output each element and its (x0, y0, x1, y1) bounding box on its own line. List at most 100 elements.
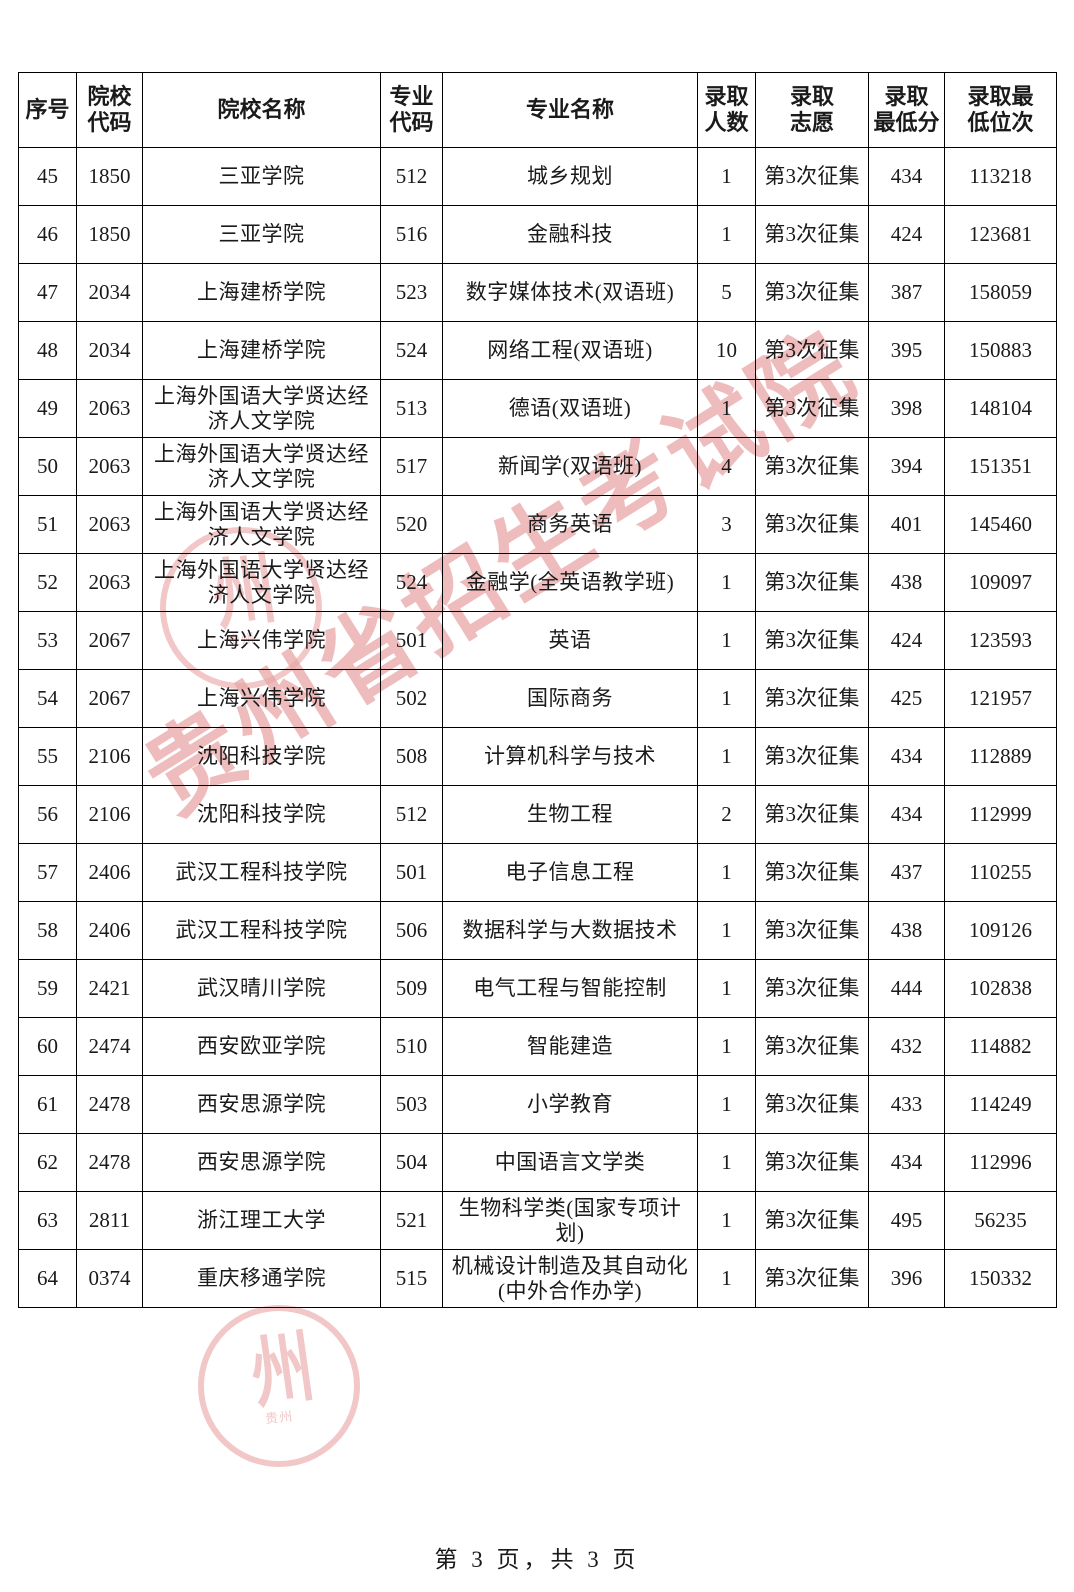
cell-major-code: 524 (380, 553, 443, 612)
cell-min-rank: 145460 (944, 495, 1057, 554)
cell-sequence: 58 (18, 901, 77, 960)
cell-min-rank: 114249 (944, 1075, 1057, 1134)
cell-min-score: 434 (868, 147, 945, 206)
cell-school-code: 2034 (76, 321, 143, 380)
table-row: 48 2034 上海建桥学院 524 网络工程(双语班) 10 第3次征集 395 150883 (18, 321, 1057, 380)
cell-school-code: 2063 (76, 553, 143, 612)
cell-school-name: 浙江理工大学 (142, 1191, 381, 1250)
cell-school-code: 2478 (76, 1133, 143, 1192)
cell-sequence: 46 (18, 205, 77, 264)
cell-min-score: 425 (868, 669, 945, 728)
cell-min-score: 401 (868, 495, 945, 554)
cell-school-name: 上海兴伟学院 (142, 669, 381, 728)
cell-admit-wish: 第3次征集 (755, 147, 869, 206)
cell-min-rank: 113218 (944, 147, 1057, 206)
column-header-major-code-line2: 代码 (389, 110, 434, 135)
column-header-sequence-line1: 序号 (25, 97, 70, 123)
cell-school-code: 2406 (76, 901, 143, 960)
cell-min-score: 434 (868, 727, 945, 786)
table-row: 57 2406 武汉工程科技学院 501 电子信息工程 1 第3次征集 437 110255 (18, 843, 1057, 902)
column-header-min-score-line2: 最低分 (873, 110, 940, 135)
cell-admit-wish: 第3次征集 (755, 379, 869, 438)
cell-school-code: 2067 (76, 669, 143, 728)
column-header-admit-count-line1: 录取 (704, 84, 749, 110)
cell-major-code: 504 (380, 1133, 443, 1192)
cell-sequence: 61 (18, 1075, 77, 1134)
column-header-school-name: 院校名称 (142, 72, 381, 148)
seal-glyph-bottom: 州 (246, 1326, 312, 1419)
cell-admit-count: 1 (697, 1191, 756, 1250)
page-footer: 第 3 页，共 3 页 (434, 1547, 640, 1572)
table-row: 55 2106 沈阳科技学院 508 计算机科学与技术 1 第3次征集 434 112889 (18, 727, 1057, 786)
cell-admit-wish: 第3次征集 (755, 669, 869, 728)
cell-admit-wish: 第3次征集 (755, 437, 869, 496)
cell-min-rank: 112996 (944, 1133, 1057, 1192)
cell-school-name: 沈阳科技学院 (142, 785, 381, 844)
table-row: 45 1850 三亚学院 512 城乡规划 1 第3次征集 434 113218 (18, 147, 1057, 206)
column-header-admit-count: 录取 人数 (697, 72, 756, 148)
cell-min-rank: 56235 (944, 1191, 1057, 1250)
cell-sequence: 47 (18, 263, 77, 322)
table-row: 46 1850 三亚学院 516 金融科技 1 第3次征集 424 123681 (18, 205, 1057, 264)
cell-min-rank: 150332 (944, 1249, 1057, 1308)
cell-sequence: 52 (18, 553, 77, 612)
cell-major-name: 数字媒体技术(双语班) (442, 263, 698, 322)
cell-admit-wish: 第3次征集 (755, 1133, 869, 1192)
table-row: 64 0374 重庆移通学院 515 机械设计制造及其自动化(中外合作办学) 1 第3次征集… (18, 1249, 1057, 1308)
cell-school-code: 2106 (76, 727, 143, 786)
cell-school-code: 2063 (76, 437, 143, 496)
cell-admit-wish: 第3次征集 (755, 785, 869, 844)
cell-sequence: 53 (18, 611, 77, 670)
cell-major-code: 517 (380, 437, 443, 496)
cell-min-score: 433 (868, 1075, 945, 1134)
cell-major-code: 506 (380, 901, 443, 960)
cell-school-name: 上海外国语大学贤达经济人文学院 (142, 437, 381, 496)
cell-major-code: 521 (380, 1191, 443, 1250)
cell-min-score: 434 (868, 785, 945, 844)
cell-major-name: 网络工程(双语班) (442, 321, 698, 380)
cell-school-name: 上海建桥学院 (142, 321, 381, 380)
cell-min-score: 398 (868, 379, 945, 438)
column-header-min-score: 录取 最低分 (868, 72, 945, 148)
cell-major-code: 510 (380, 1017, 443, 1076)
cell-admit-count: 4 (697, 437, 756, 496)
column-header-school-code-line2: 代码 (87, 110, 132, 135)
cell-sequence: 51 (18, 495, 77, 554)
cell-min-rank: 102838 (944, 959, 1057, 1018)
cell-school-code: 1850 (76, 205, 143, 264)
cell-admit-count: 2 (697, 785, 756, 844)
cell-sequence: 64 (18, 1249, 77, 1308)
cell-school-code: 2106 (76, 785, 143, 844)
column-header-school-code: 院校 代码 (76, 72, 143, 148)
cell-school-name: 武汉工程科技学院 (142, 843, 381, 902)
cell-school-name: 武汉工程科技学院 (142, 901, 381, 960)
cell-major-name: 数据科学与大数据技术 (442, 901, 698, 960)
cell-major-name: 小学教育 (442, 1075, 698, 1134)
cell-sequence: 60 (18, 1017, 77, 1076)
cell-admit-count: 1 (697, 901, 756, 960)
seal-watermark-bottom: 州 贵州 (198, 1305, 360, 1467)
cell-min-rank: 110255 (944, 843, 1057, 902)
cell-school-code: 2063 (76, 495, 143, 554)
column-header-sequence: 序号 (18, 72, 77, 148)
cell-major-code: 509 (380, 959, 443, 1018)
seal-sub-bottom: 贵州 (264, 1408, 294, 1427)
cell-min-rank: 112999 (944, 785, 1057, 844)
cell-min-rank: 109126 (944, 901, 1057, 960)
cell-major-name: 德语(双语班) (442, 379, 698, 438)
cell-admit-wish: 第3次征集 (755, 553, 869, 612)
cell-major-name: 英语 (442, 611, 698, 670)
cell-sequence: 50 (18, 437, 77, 496)
cell-min-rank: 123593 (944, 611, 1057, 670)
cell-major-name: 电气工程与智能控制 (442, 959, 698, 1018)
cell-major-name: 生物科学类(国家专项计划) (442, 1191, 698, 1250)
column-header-admit-wish-line2: 志愿 (789, 110, 834, 135)
table-header-row: 序号 院校 代码 院校名称 专业 代码 专业名称 录取 人数 (18, 72, 1057, 148)
table-row: 61 2478 西安思源学院 503 小学教育 1 第3次征集 433 114249 (18, 1075, 1057, 1134)
cell-school-code: 2034 (76, 263, 143, 322)
cell-admit-wish: 第3次征集 (755, 263, 869, 322)
column-header-min-rank-line1: 录取最 (967, 84, 1034, 110)
table-row: 56 2106 沈阳科技学院 512 生物工程 2 第3次征集 434 112999 (18, 785, 1057, 844)
cell-school-code: 2406 (76, 843, 143, 902)
cell-major-code: 516 (380, 205, 443, 264)
